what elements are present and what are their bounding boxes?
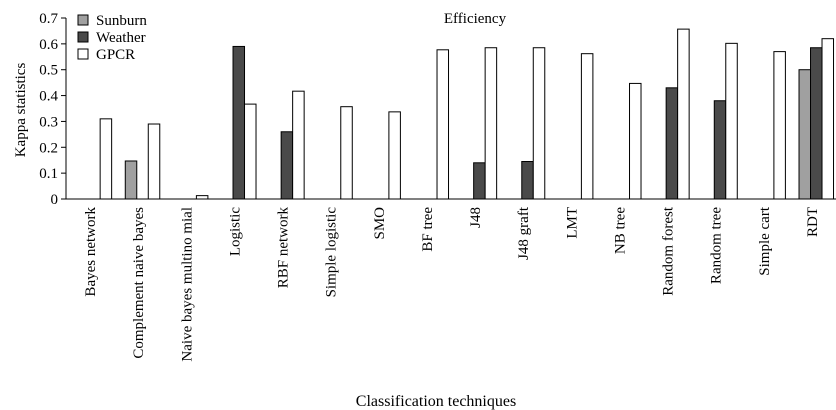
y-tick-label: 0.1 (39, 166, 58, 182)
x-tick-label: Random tree (709, 207, 725, 284)
bar-gpcr (484, 47, 498, 200)
y-tick-label: 0.5 (39, 63, 58, 79)
y-tick-label: 0.2 (39, 140, 58, 156)
chart-title: Efficiency (444, 11, 507, 27)
y-tick-label: 0.3 (39, 114, 58, 130)
bar-weather (521, 161, 534, 200)
bar-gpcr (340, 106, 353, 200)
x-tick-label: RBF network (276, 207, 292, 289)
bar-gpcr (677, 28, 690, 200)
y-tick-label: 0 (51, 192, 59, 208)
bar-gpcr (292, 90, 305, 200)
y-tick-label: 0.4 (39, 89, 58, 105)
x-tick-label: J48 (468, 207, 484, 228)
bar-gpcr (147, 123, 161, 200)
legend-label-sunburn: Sunburn (96, 13, 147, 29)
bar-gpcr (773, 51, 786, 200)
bar-sunburn (124, 160, 138, 200)
legend-label-gpcr: GPCR (96, 47, 135, 63)
bar-weather (280, 131, 294, 200)
legend-swatch-sunburn (77, 14, 89, 26)
bar-gpcr (195, 195, 209, 200)
bar-weather (473, 162, 486, 200)
x-tick-label: Bayes network (83, 207, 99, 297)
bar-gpcr (532, 47, 546, 200)
bar-sunburn (798, 69, 812, 200)
bar-gpcr (725, 42, 738, 200)
bar-gpcr (436, 49, 450, 200)
x-tick-label: Complement naive bayes (131, 207, 147, 359)
bar-gpcr (821, 38, 835, 200)
y-axis-label: Kappa statistics (13, 63, 29, 158)
y-tick-label: 0.6 (39, 37, 58, 53)
x-axis-label: Classification techniques (356, 393, 516, 410)
x-tick-label: Logistic (227, 207, 243, 257)
bar-gpcr (99, 118, 113, 200)
legend-label-weather: Weather (96, 30, 146, 46)
bar-gpcr (244, 103, 257, 200)
x-tick-label: Naive bayes multino mial (179, 207, 195, 362)
x-tick-label: SMO (372, 207, 388, 240)
legend-swatch-weather (77, 31, 89, 43)
x-tick-label: J48 graft (516, 206, 532, 260)
bars (99, 28, 835, 200)
x-tick-label: RDT (805, 207, 821, 237)
bar-weather (810, 47, 823, 200)
bar-weather (665, 87, 679, 200)
bar-weather (232, 45, 246, 200)
bar-gpcr (629, 82, 642, 200)
bar-weather (713, 100, 727, 200)
x-tick-labels: Bayes network Complement naive bayes Naive… (83, 206, 821, 361)
y-tick-label: 0.7 (39, 11, 58, 27)
axes: 0 0.1 0.2 0.3 0.4 0.5 0.6 0.7 (39, 11, 836, 208)
x-tick-label: BF tree (420, 207, 436, 252)
x-tick-label: Random forest (661, 206, 677, 296)
x-tick-label: Simple cart (757, 206, 773, 276)
legend-swatch-gpcr (77, 48, 89, 60)
x-tick-label: NB tree (612, 207, 628, 254)
bar-gpcr (388, 111, 401, 200)
x-tick-label: Simple logistic (324, 207, 340, 298)
x-tick-label: LMT (564, 207, 580, 239)
bar-gpcr (580, 53, 594, 200)
